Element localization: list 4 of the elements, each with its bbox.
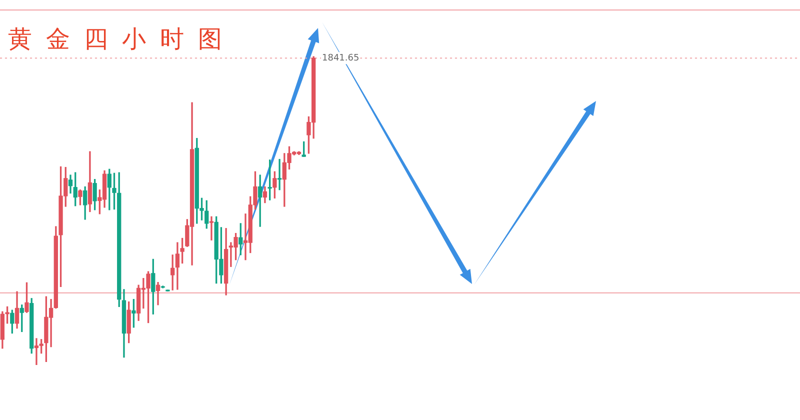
candlestick [209,216,214,240]
chart-title: 黄金四小时图 [8,25,236,53]
candlestick [277,158,282,190]
text: 1841.65 [322,53,360,64]
